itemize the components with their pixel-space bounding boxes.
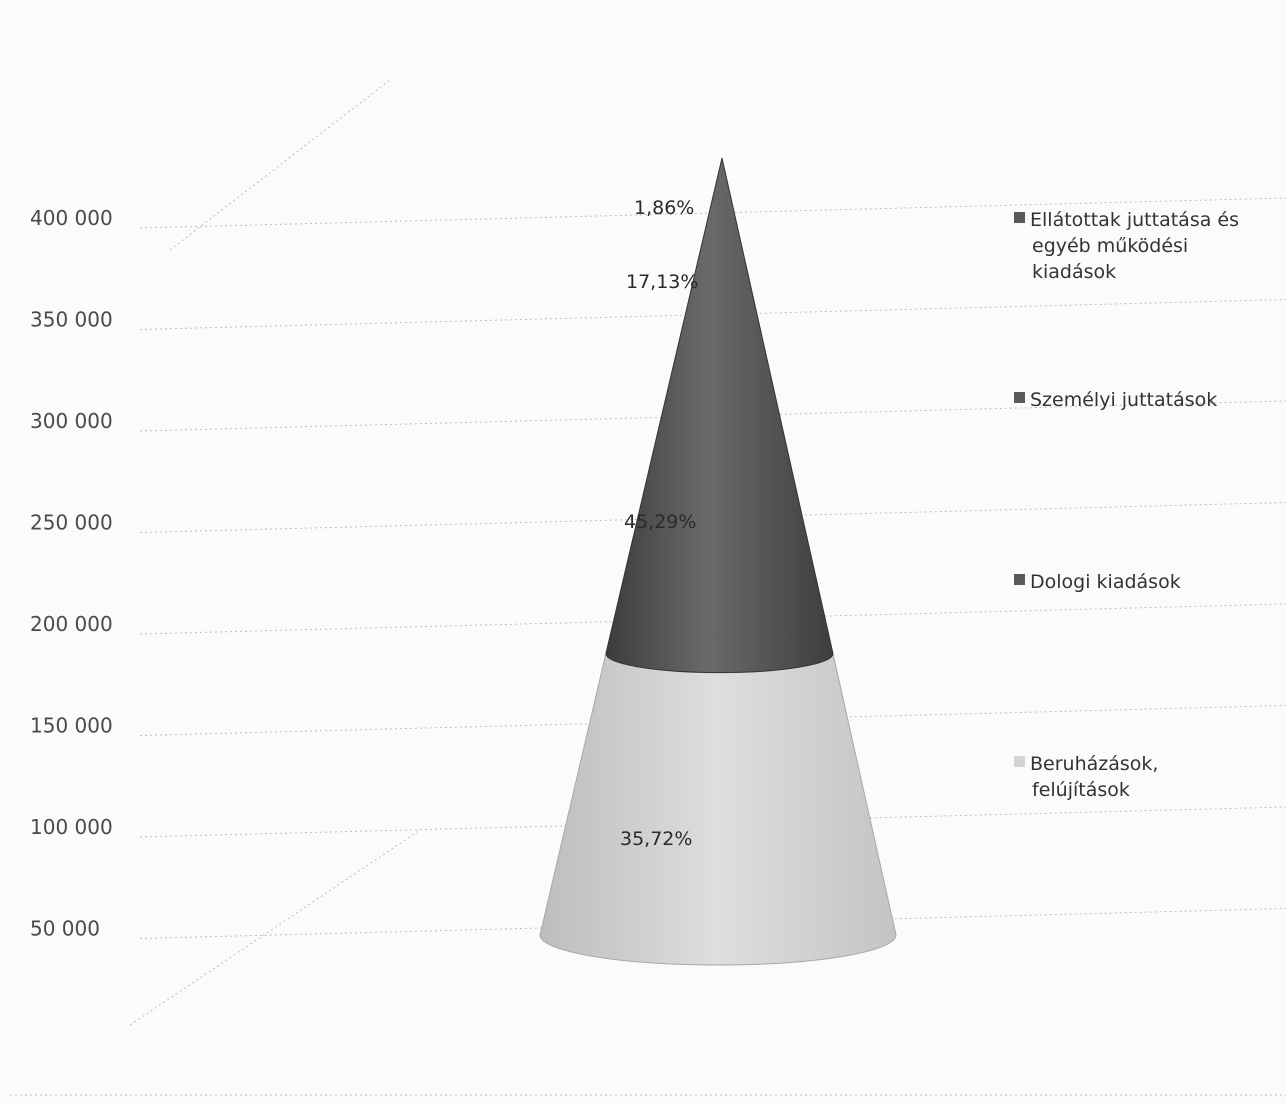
gridline <box>139 502 1286 533</box>
legend-entry-text: egyéb működési <box>1032 235 1188 257</box>
wall-edge <box>169 79 391 251</box>
segment-percent-label: 45,29% <box>624 511 696 533</box>
segment-percent-label: 1,86% <box>634 197 694 219</box>
cone-segment-beruhazasok <box>539 653 897 966</box>
segment-percent-label: 17,13% <box>626 271 698 293</box>
gridline <box>139 299 1286 330</box>
legend-entry-text: Dologi kiadások <box>1030 571 1181 593</box>
y-tick-label: 250 000 <box>30 511 113 535</box>
legend-entry-text: felújítások <box>1032 779 1130 801</box>
legend-entry-text: Ellátottak juttatása és <box>1030 209 1239 231</box>
segment-percent-label: 35,72% <box>620 828 692 850</box>
cone-segment-dark <box>605 157 834 674</box>
legend-swatch <box>1014 392 1025 403</box>
gridline <box>139 197 1286 229</box>
gridline <box>139 908 1286 939</box>
gridline <box>139 603 1286 635</box>
legend-entry-text: Személyi juttatások <box>1030 389 1217 411</box>
y-tick-label: 200 000 <box>30 612 113 636</box>
y-tick-label: 300 000 <box>30 409 113 433</box>
legend-entry-text: Beruházások, <box>1030 753 1158 775</box>
legend-swatch <box>1014 212 1025 223</box>
gridline <box>139 400 1286 432</box>
legend-entry-text: kiadások <box>1032 261 1116 283</box>
floor-edge <box>129 829 421 1026</box>
y-tick-label: 400 000 <box>30 206 113 230</box>
legend-swatch <box>1014 574 1025 585</box>
y-tick-label: 150 000 <box>30 714 113 738</box>
y-tick-label: 100 000 <box>30 815 113 839</box>
y-tick-label: 50 000 <box>30 917 100 941</box>
y-tick-label: 350 000 <box>30 308 113 332</box>
gridline <box>139 806 1286 838</box>
gridline <box>139 705 1286 736</box>
legend-swatch <box>1014 756 1025 767</box>
